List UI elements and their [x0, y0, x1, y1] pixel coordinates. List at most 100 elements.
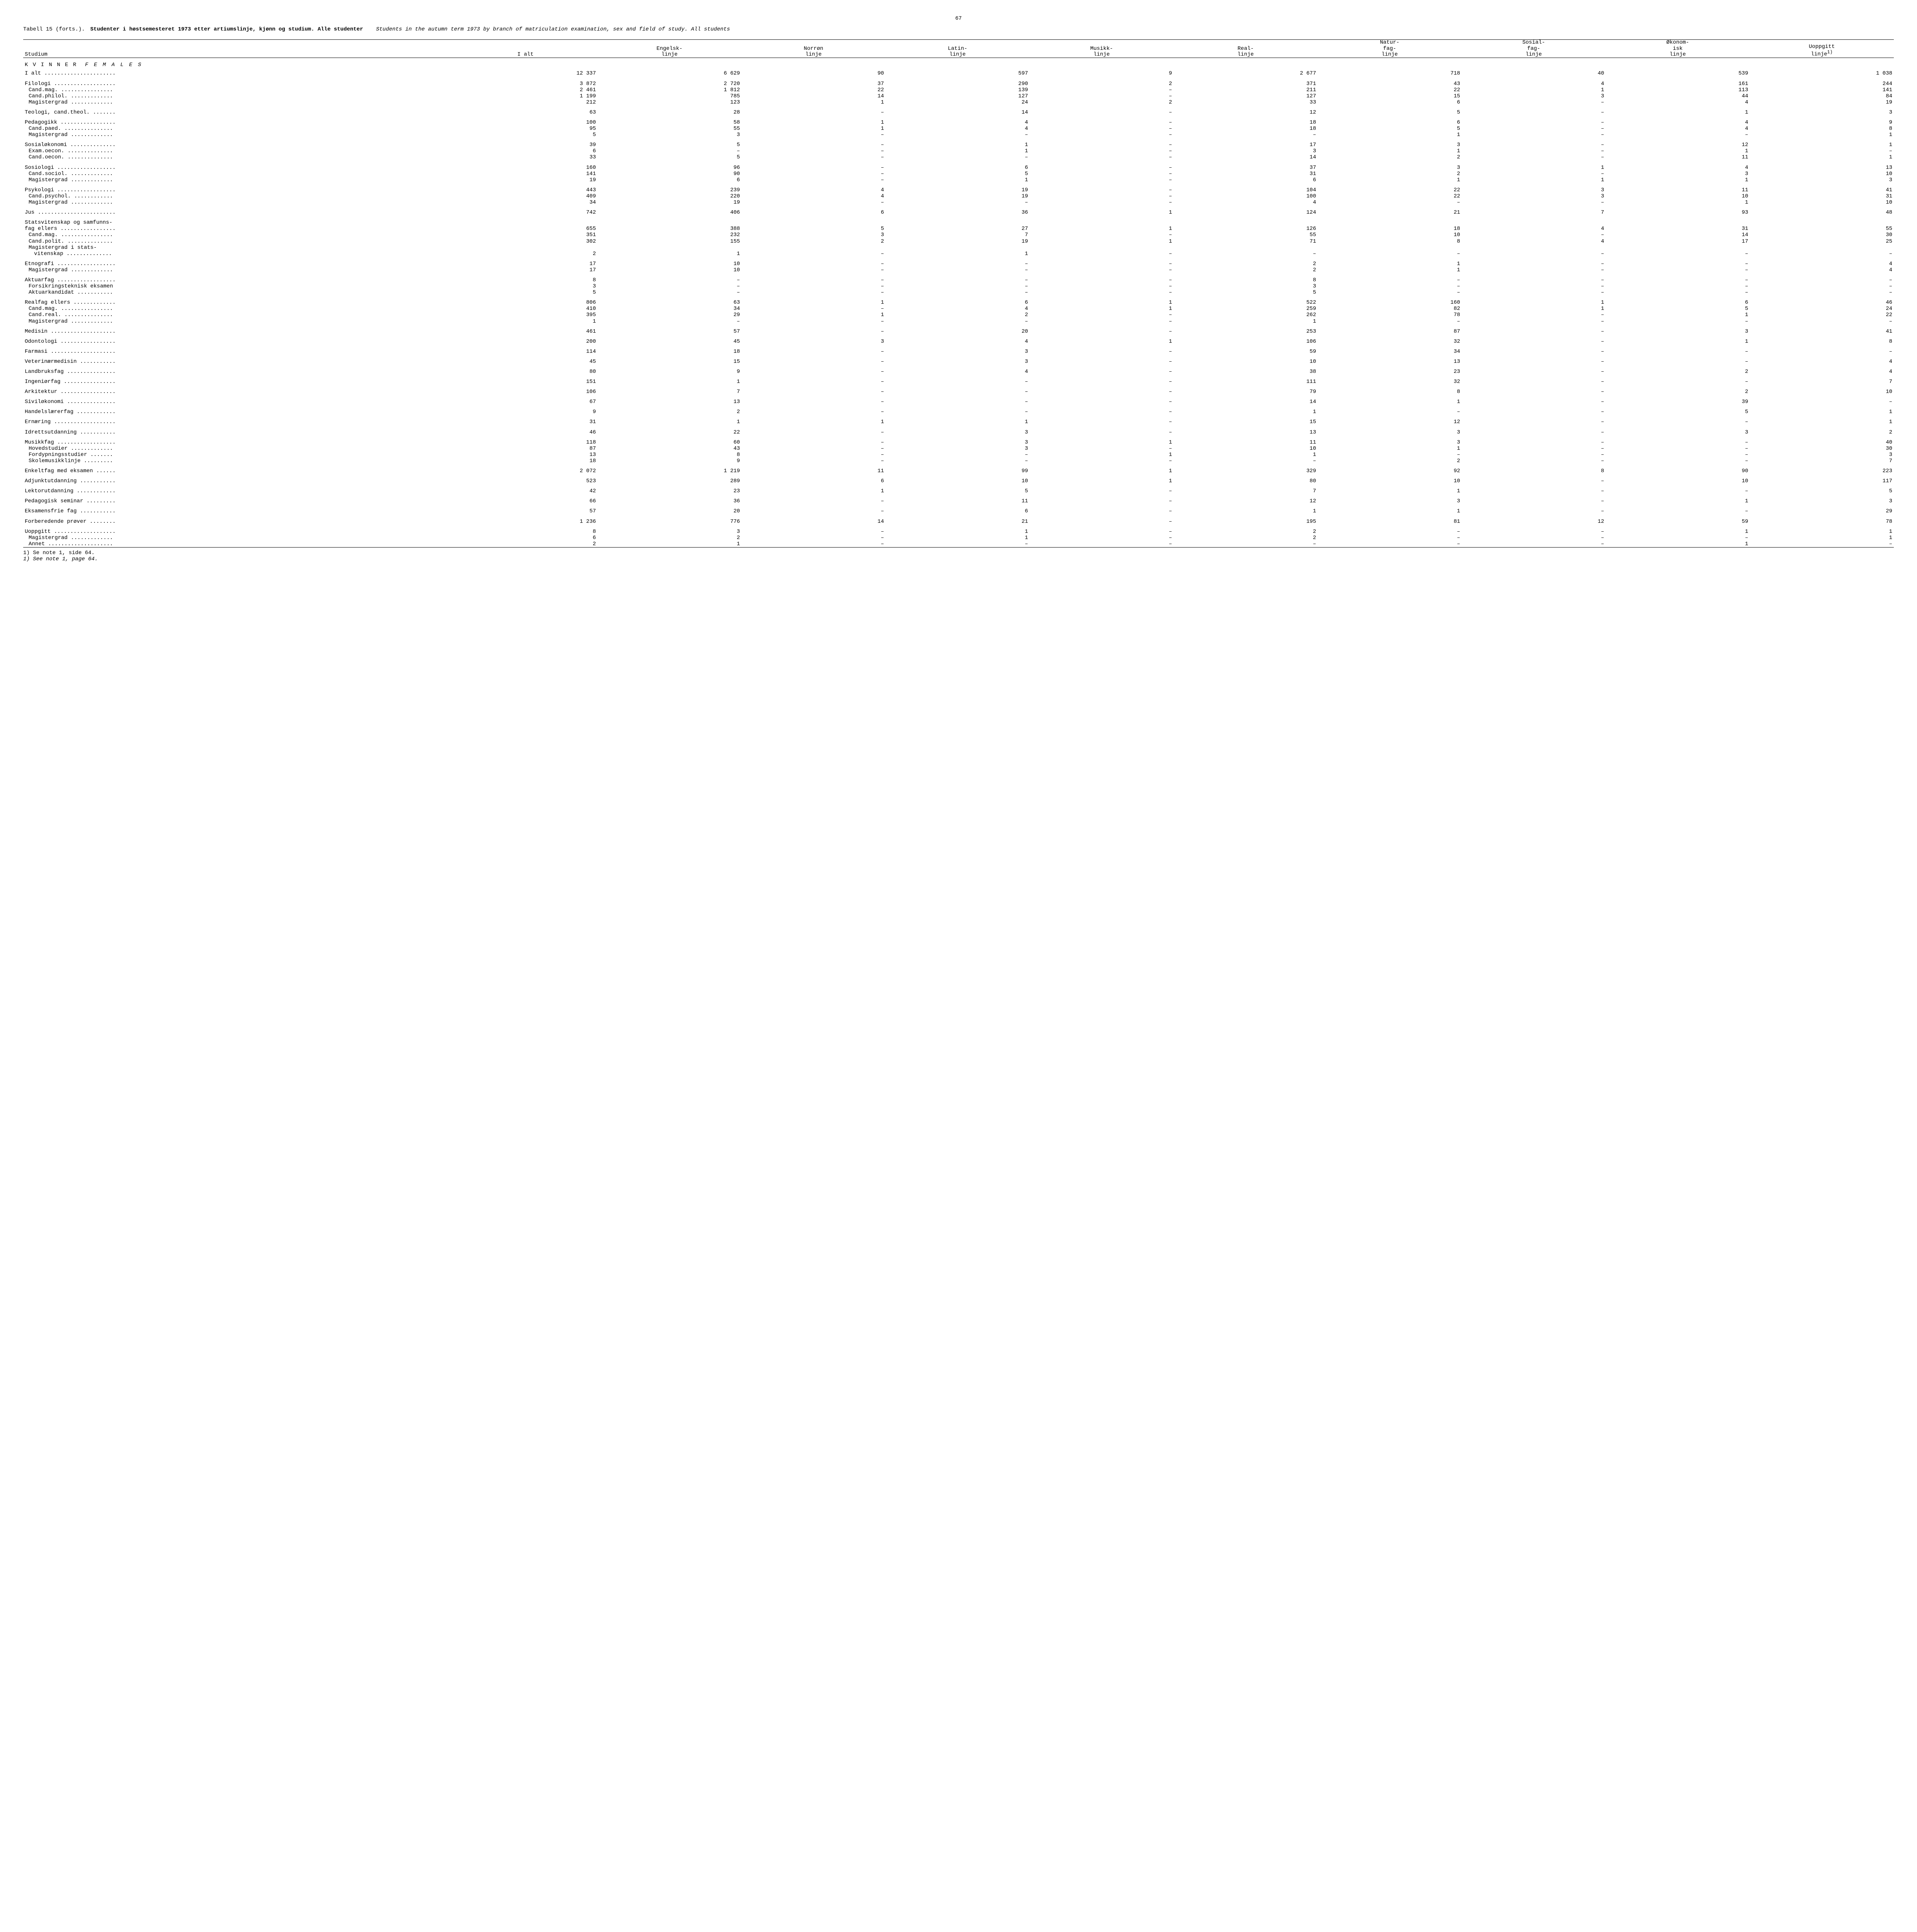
- cell: –: [742, 409, 886, 415]
- cell: 10: [1174, 446, 1318, 452]
- cell: 7: [1750, 379, 1894, 385]
- cell: 8: [1174, 277, 1318, 283]
- cell: 7: [1750, 458, 1894, 464]
- cell: 11: [885, 498, 1030, 504]
- cell: 1: [742, 119, 886, 126]
- row-label: Adjunktutdanning ...........: [23, 478, 453, 484]
- cell: 5: [1606, 306, 1750, 312]
- cell: –: [1750, 277, 1894, 283]
- table-body: K V I N N E R F E M A L E SI alt .......…: [23, 58, 1894, 548]
- cell: 388: [598, 226, 742, 232]
- cell: –: [742, 535, 886, 541]
- cell: –: [1030, 126, 1174, 132]
- cell: 1: [742, 488, 886, 494]
- cell: 87: [453, 446, 598, 452]
- table-row: Etnografi ..................1710–––21––4: [23, 261, 1894, 267]
- cell: 37: [742, 81, 886, 87]
- table-row: Jus ........................742406636112…: [23, 209, 1894, 216]
- cell: –: [1174, 132, 1318, 138]
- cell: 3: [742, 338, 886, 345]
- cell: –: [1462, 535, 1606, 541]
- cell: 2: [1606, 389, 1750, 395]
- cell: –: [1030, 409, 1174, 415]
- cell: –: [742, 389, 886, 395]
- cell: –: [1462, 359, 1606, 365]
- cell: –: [1606, 452, 1750, 458]
- row-label: Cand.philol. .............: [23, 93, 453, 99]
- cell: 90: [598, 171, 742, 177]
- row-label: Veterinærmedisin ...........: [23, 359, 453, 365]
- row-label: Etnografi ..................: [23, 261, 453, 267]
- cell: 3: [598, 132, 742, 138]
- cell: [1174, 245, 1318, 251]
- cell: 139: [885, 87, 1030, 93]
- cell: –: [1030, 267, 1174, 273]
- cell: –: [1462, 446, 1606, 452]
- cell: 1: [1606, 529, 1750, 535]
- cell: 1: [1750, 535, 1894, 541]
- cell: 12: [1174, 109, 1318, 116]
- cell: 1: [885, 535, 1030, 541]
- col-header: Real-linje: [1174, 40, 1318, 58]
- cell: –: [742, 148, 886, 154]
- cell: 1: [598, 251, 742, 257]
- table-row: Filologi ...................3 8722 72037…: [23, 81, 1894, 87]
- cell: 10: [1318, 232, 1462, 238]
- cell: 3: [1318, 142, 1462, 148]
- col-header: Økonom-isklinje: [1606, 40, 1750, 58]
- cell: –: [742, 171, 886, 177]
- row-label: Skolemusikklinje .........: [23, 458, 453, 464]
- cell: 3: [885, 429, 1030, 435]
- cell: 3: [742, 232, 886, 238]
- cell: 1 812: [598, 87, 742, 93]
- cell: 29: [598, 312, 742, 318]
- cell: 4: [1606, 99, 1750, 105]
- cell: 10: [1750, 199, 1894, 206]
- cell: 40: [1462, 70, 1606, 77]
- cell: 63: [453, 109, 598, 116]
- cell: 111: [1174, 379, 1318, 385]
- cell: 4: [1750, 267, 1894, 273]
- cell: 2: [453, 541, 598, 548]
- cell: 655: [453, 226, 598, 232]
- cell: –: [1318, 452, 1462, 458]
- table-row: Handelslærerfag ............92–––1––51: [23, 409, 1894, 415]
- cell: –: [1030, 148, 1174, 154]
- row-label: Magistergrad .............: [23, 199, 453, 206]
- cell: 36: [598, 498, 742, 504]
- cell: –: [885, 399, 1030, 405]
- cell: –: [742, 267, 886, 273]
- cell: 25: [1750, 238, 1894, 245]
- table-row: Cand.paed. ...............955514–185–48: [23, 126, 1894, 132]
- cell: 406: [598, 209, 742, 216]
- cell: –: [885, 289, 1030, 296]
- cell: 2: [453, 251, 598, 257]
- cell: –: [742, 109, 886, 116]
- cell: –: [1030, 488, 1174, 494]
- cell: 10: [1606, 193, 1750, 199]
- cell: 71: [1174, 238, 1318, 245]
- cell: 13: [1750, 165, 1894, 171]
- cell: 1: [598, 541, 742, 548]
- cell: –: [1606, 267, 1750, 273]
- cell: 1: [1318, 399, 1462, 405]
- footnote-line: 1) Se note 1, side 64.: [23, 550, 1894, 556]
- cell: 443: [453, 187, 598, 193]
- cell: 10: [1606, 478, 1750, 484]
- cell: 1: [885, 148, 1030, 154]
- cell: 2 720: [598, 81, 742, 87]
- cell: 6: [885, 508, 1030, 514]
- row-label: Magistergrad .............: [23, 99, 453, 105]
- cell: 12: [1606, 142, 1750, 148]
- cell: 21: [885, 519, 1030, 525]
- cell: 223: [1750, 468, 1894, 474]
- cell: 18: [1174, 126, 1318, 132]
- cell: 59: [1174, 349, 1318, 355]
- cell: –: [1462, 261, 1606, 267]
- row-label: fag ellers .................: [23, 226, 453, 232]
- cell: 1: [1174, 318, 1318, 325]
- cell: –: [1462, 488, 1606, 494]
- cell: 1 038: [1750, 70, 1894, 77]
- cell: 2: [1606, 369, 1750, 375]
- cell: 1 199: [453, 93, 598, 99]
